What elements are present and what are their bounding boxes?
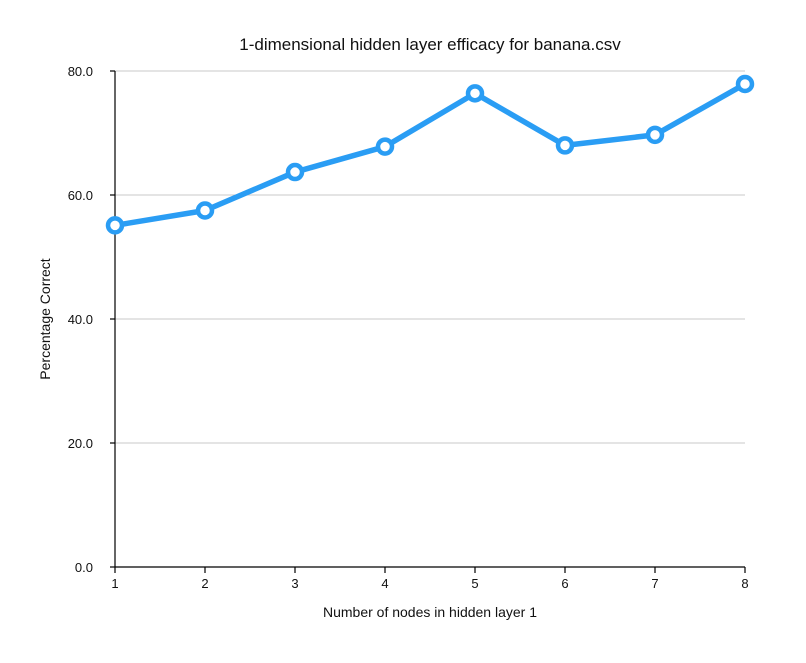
y-axis-label: Percentage Correct bbox=[37, 258, 53, 380]
y-tick-label: 0.0 bbox=[75, 560, 93, 575]
series-line bbox=[112, 81, 748, 229]
x-axis-ticks: 1 2 3 4 5 6 7 8 bbox=[111, 567, 749, 591]
y-tick-label: 80.0 bbox=[68, 64, 93, 79]
x-tick-label: 4 bbox=[381, 576, 388, 591]
x-tick-label: 2 bbox=[201, 576, 208, 591]
x-tick-label: 5 bbox=[471, 576, 478, 591]
data-point bbox=[375, 137, 395, 156]
x-tick-label: 1 bbox=[111, 576, 118, 591]
series bbox=[105, 74, 755, 235]
gridlines bbox=[115, 70, 745, 444]
y-axis-ticks: 0.0 20.0 40.0 60.0 80.0 bbox=[68, 64, 115, 575]
y-tick-label: 20.0 bbox=[68, 436, 93, 451]
data-point bbox=[735, 74, 755, 94]
x-axis-label: Number of nodes in hidden layer 1 bbox=[323, 604, 537, 620]
x-tick-label: 6 bbox=[561, 576, 568, 591]
data-point bbox=[285, 162, 305, 182]
data-point bbox=[555, 136, 575, 155]
y-tick-label: 60.0 bbox=[68, 188, 93, 203]
chart-title: 1-dimensional hidden layer efficacy for … bbox=[239, 35, 621, 54]
x-tick-label: 7 bbox=[651, 576, 658, 591]
x-tick-label: 8 bbox=[741, 576, 748, 591]
data-point bbox=[465, 84, 485, 103]
data-point bbox=[195, 201, 215, 220]
y-tick-label: 40.0 bbox=[68, 312, 93, 327]
data-point bbox=[105, 216, 125, 235]
data-point bbox=[645, 125, 665, 145]
x-tick-label: 3 bbox=[291, 576, 298, 591]
